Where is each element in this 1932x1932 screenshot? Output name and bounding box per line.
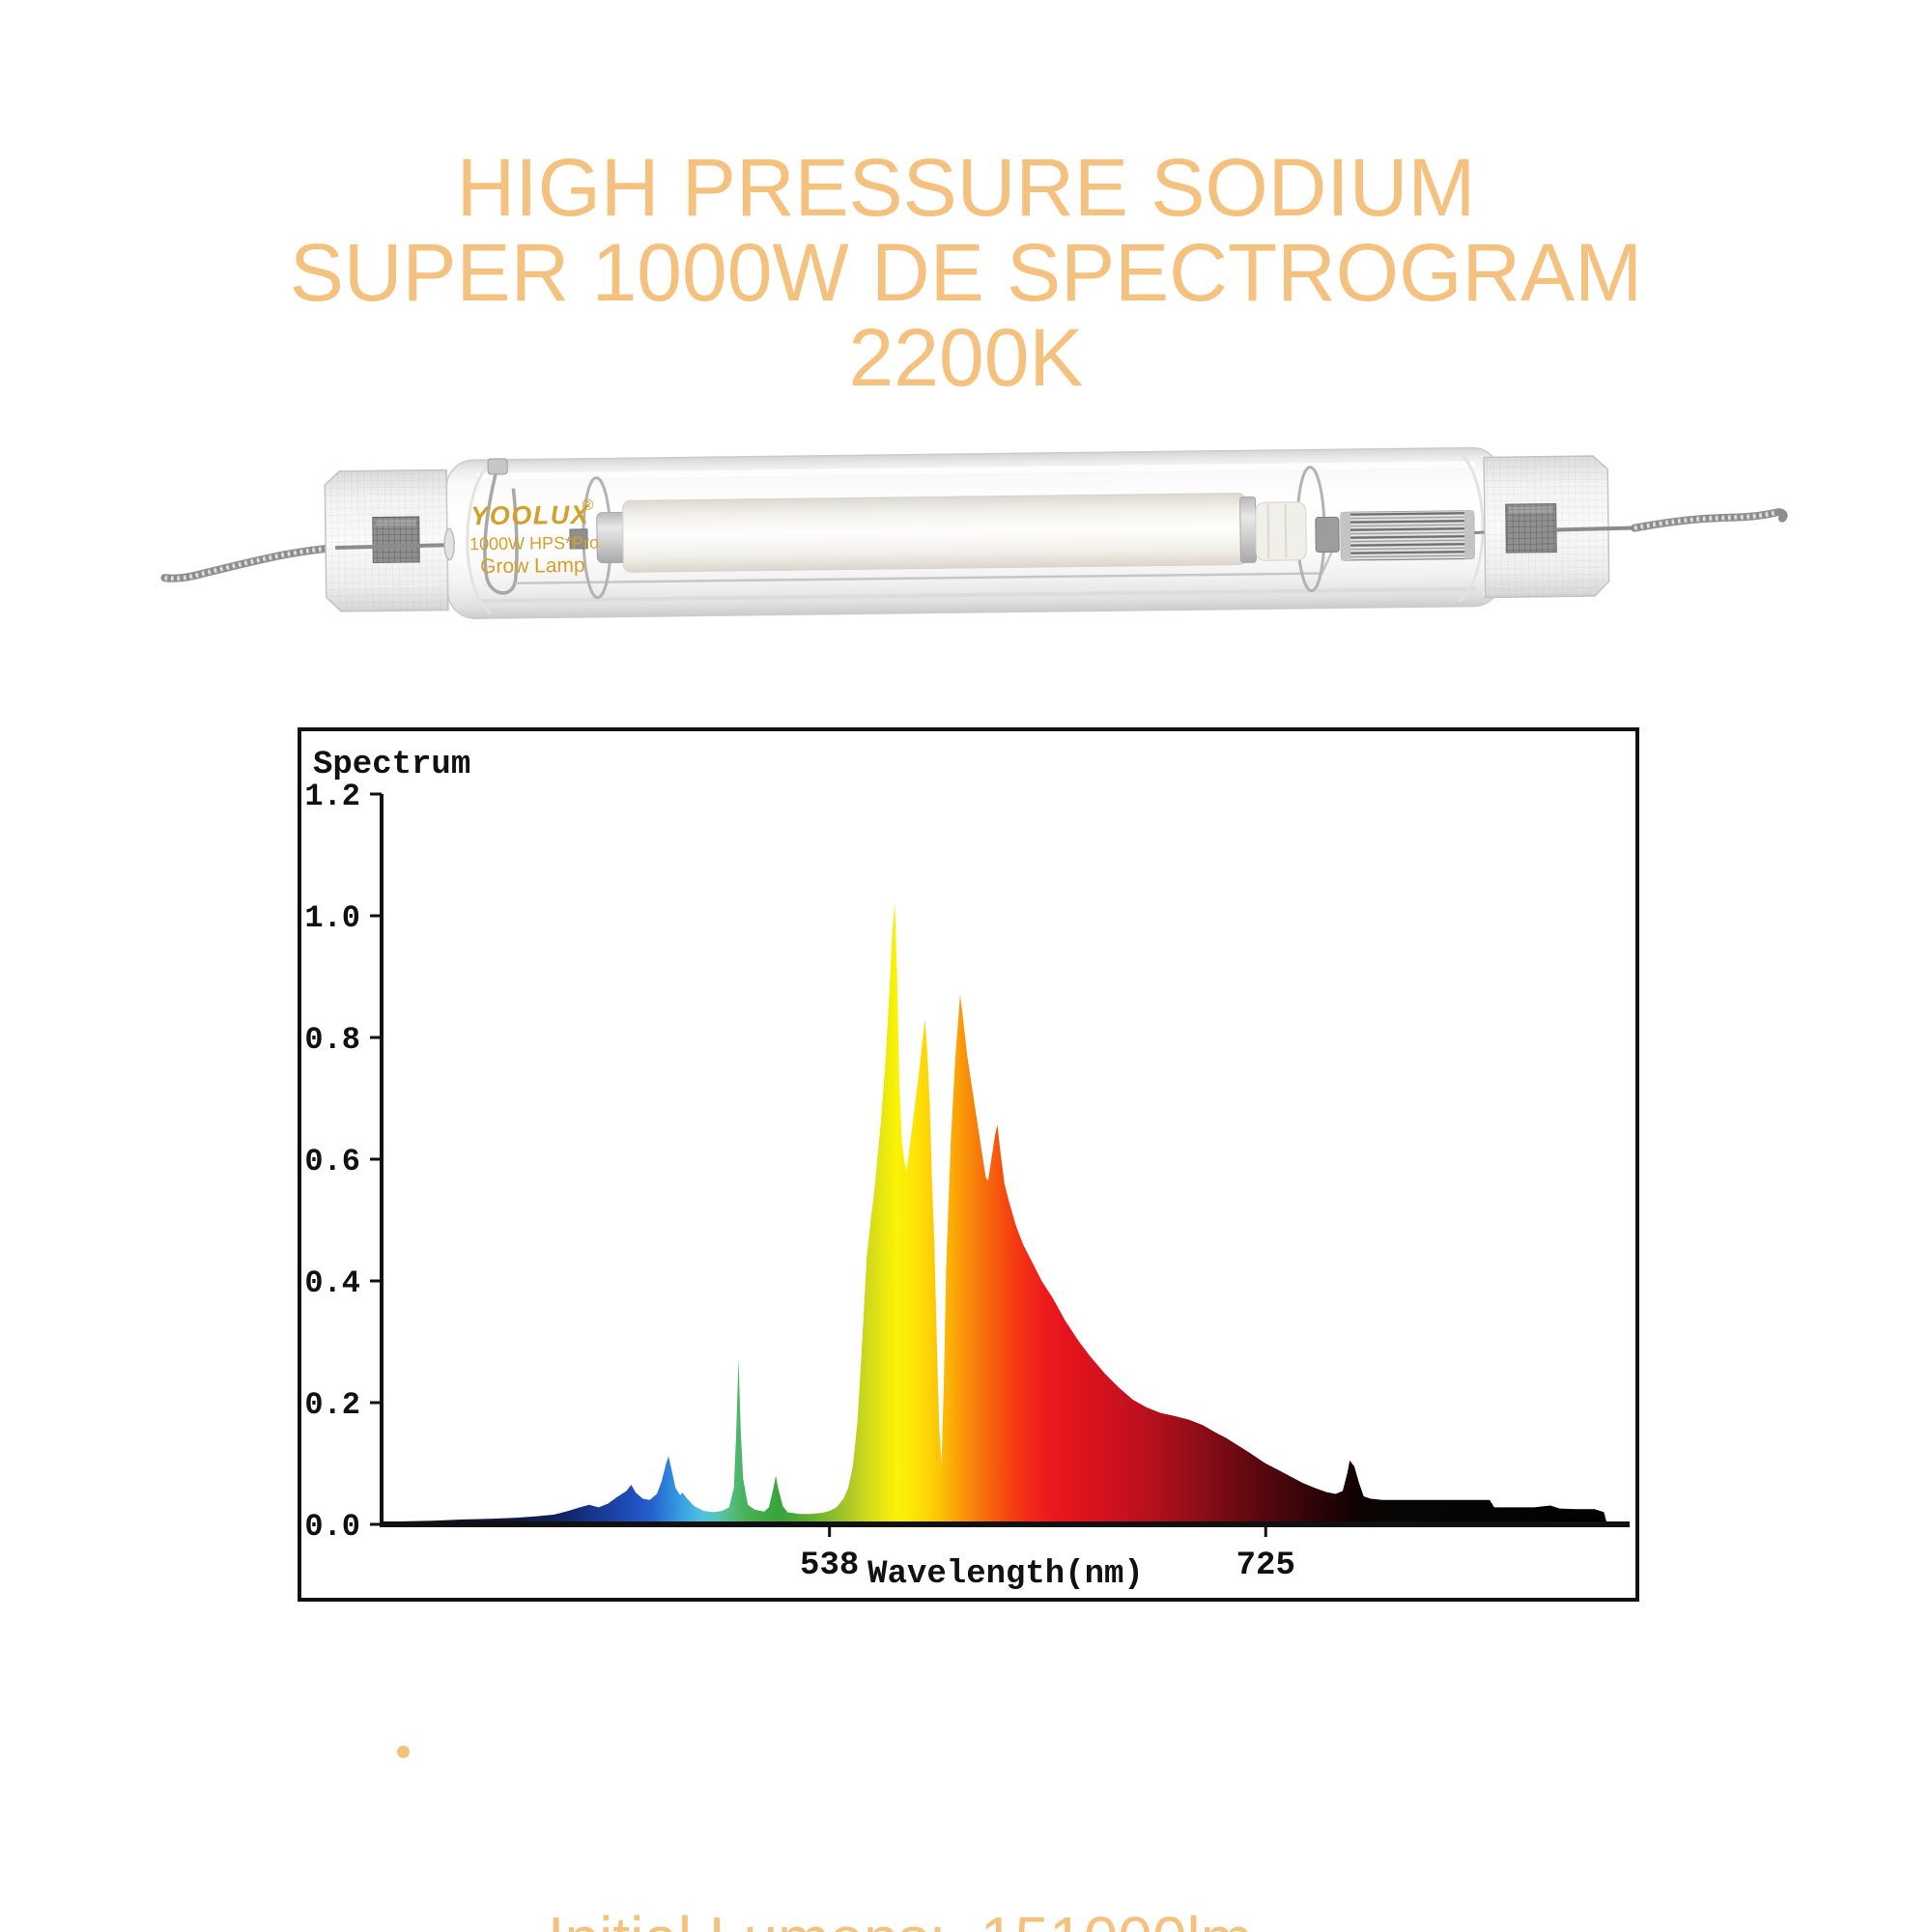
y-tick-label: 0.0 [304,1509,360,1545]
electrode-coil [1315,510,1514,561]
lamp-type-text: Grow Lamp [480,554,585,578]
title-line-3: 2200K [848,312,1084,403]
product-title: HIGH PRESSURE SODIUM SUPER 1000W DE SPEC… [0,145,1932,400]
y-tick-label: 0.2 [304,1387,360,1423]
chart-title: Spectrum [313,747,470,783]
y-tick-label: 0.8 [304,1022,360,1058]
bullet-icon [397,1746,410,1758]
x-axis-label: Wavelength(nm) [867,1556,1144,1593]
spec-list: Initial Lumens: 151000lm Photosynthetic … [395,1707,1605,1932]
y-tick-label: 1.2 [304,779,360,814]
left-lead-wire [160,543,342,582]
title-line-2: SUPER 1000W DE SPECTROGRAM [289,227,1643,318]
spectrum-chart-frame: 0.0 0.2 0.4 0.6 0.8 1.0 1.2 538 725 Spectrum Wavel… [298,727,1639,1602]
y-tick-label: 1.0 [304,900,360,936]
spec-item-lumens: Initial Lumens: 151000lm [395,1707,1605,1932]
spectrum-chart: 0.0 0.2 0.4 0.6 0.8 1.0 1.2 538 725 Spectrum Wavel… [304,747,1630,1593]
x-tick-label: 538 [800,1548,859,1584]
lamp-brand-text: YOOLUX [470,500,590,531]
left-crimp-seal [324,469,503,612]
y-tick-label: 0.4 [304,1265,360,1301]
spec-text-lumens: Initial Lumens: 151000lm [548,1904,1252,1932]
arc-tube [569,493,1307,573]
lamp-image: YOOLUX ® 1000W HPS*Pro Grow Lamp [160,446,1788,619]
lamp-model-text: 1000W HPS*Pro [469,533,599,554]
title-line-1: HIGH PRESSURE SODIUM [456,142,1476,233]
lamp-registered-icon: ® [582,497,594,514]
right-lead-wire [1630,508,1788,532]
x-tick-label: 725 [1236,1548,1295,1584]
right-crimp-seal [1483,455,1635,599]
spectrum-area [405,903,1609,1524]
y-tick-label: 0.6 [304,1144,360,1179]
